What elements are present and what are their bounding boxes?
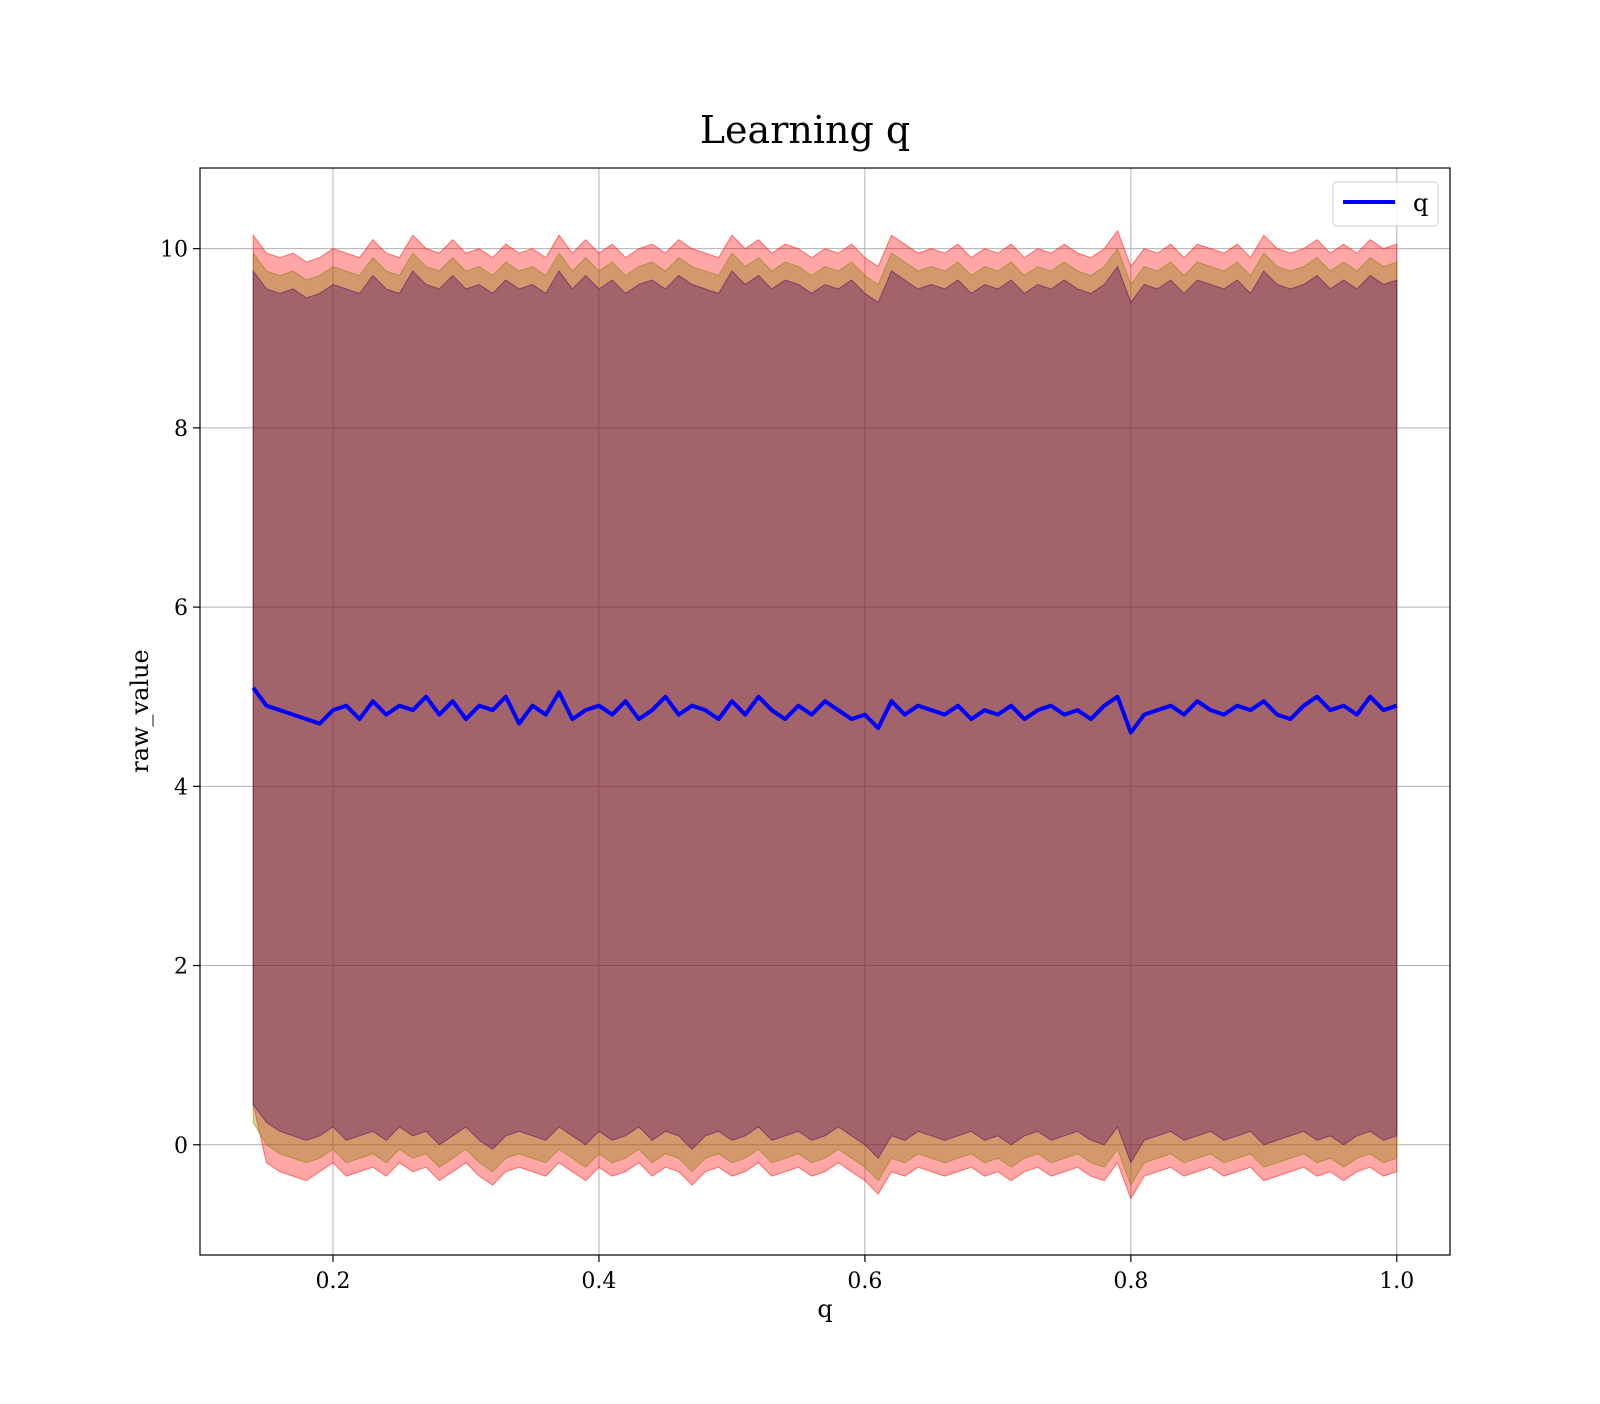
line-layer [251,686,1398,735]
y-tick-label: 10 [160,238,188,263]
confidence-band-1 [252,247,1398,1187]
y-tick-label: 8 [174,417,188,442]
y-tick-label: 2 [174,955,188,980]
x-axis-label: q [817,1295,832,1323]
confidence-band-0 [252,229,1398,1200]
x-tick-label: 1.0 [1379,1269,1414,1294]
y-axis-label: raw_value [126,649,154,773]
series-line-q [251,686,1398,735]
chart-title: Learning q [700,108,910,152]
y-tick-label: 6 [174,596,188,621]
x-tick-label: 0.4 [581,1269,616,1294]
y-tick-label: 0 [174,1134,188,1159]
y-axis: 0 2 4 6 8 10 [160,238,200,1159]
x-axis: 0.2 0.4 0.6 0.8 1.0 [315,1255,1414,1294]
x-tick-label: 0.6 [847,1269,882,1294]
x-tick-label: 0.2 [315,1269,350,1294]
y-tick-label: 4 [174,775,188,800]
confidence-band-2 [252,265,1398,1164]
x-tick-label: 0.8 [1113,1269,1148,1294]
band-layer [252,229,1398,1200]
plot-frame [199,167,1451,1256]
legend-entry-q: q [1413,189,1428,217]
legend: q [1332,181,1439,227]
